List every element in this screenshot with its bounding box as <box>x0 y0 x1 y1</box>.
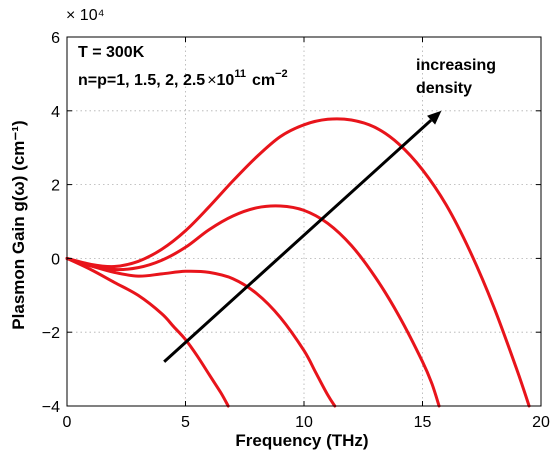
density-arrow-head <box>427 110 442 125</box>
arrow-label-line1: increasing <box>416 57 496 74</box>
y-tick-label: −2 <box>42 325 60 342</box>
series-line-4 <box>65 117 531 408</box>
y-tick-label: −4 <box>42 399 60 416</box>
density-base: 10 <box>217 72 235 89</box>
y-axis-label: Plasmon Gain g(ω) (cm⁻¹) <box>9 120 28 329</box>
y-tick-label: 2 <box>51 178 60 195</box>
x-tick-label: 5 <box>181 414 190 431</box>
y-tick-label: 0 <box>51 251 60 268</box>
series-line-2 <box>65 256 337 408</box>
x-tick-label: 10 <box>295 414 313 431</box>
density-unit: cm <box>252 72 275 89</box>
density-times: × <box>207 72 216 89</box>
series-group <box>65 117 531 408</box>
tick-labels: 0 5 10 15 20 −4 −2 0 2 4 6 <box>42 30 550 431</box>
density-arrow-group <box>163 110 442 363</box>
density-annotation: n=p=1, 1.5, 2, 2.5 ×1011 cm−2 <box>78 68 288 89</box>
y-tick-label: 6 <box>51 30 60 47</box>
x-tick-label: 20 <box>532 414 550 431</box>
density-arrow-shaft <box>163 119 433 363</box>
density-exponent: 11 <box>234 68 246 80</box>
density-values: n=p=1, 1.5, 2, 2.5 <box>78 72 205 89</box>
series-line-3 <box>65 204 441 408</box>
x-axis-label: Frequency (THz) <box>235 431 368 450</box>
grid-lines <box>67 37 541 406</box>
y-tick-label: 4 <box>51 104 60 121</box>
y-axis-multiplier: × 10⁴ <box>66 7 105 24</box>
series-line-1 <box>65 256 230 408</box>
arrow-label-line2: density <box>416 80 472 97</box>
temperature-annotation: T = 300K <box>78 44 145 61</box>
x-tick-label: 0 <box>63 414 72 431</box>
axis-ticks <box>66 36 542 407</box>
density-unit-exponent: −2 <box>275 68 288 80</box>
x-tick-label: 15 <box>414 414 432 431</box>
